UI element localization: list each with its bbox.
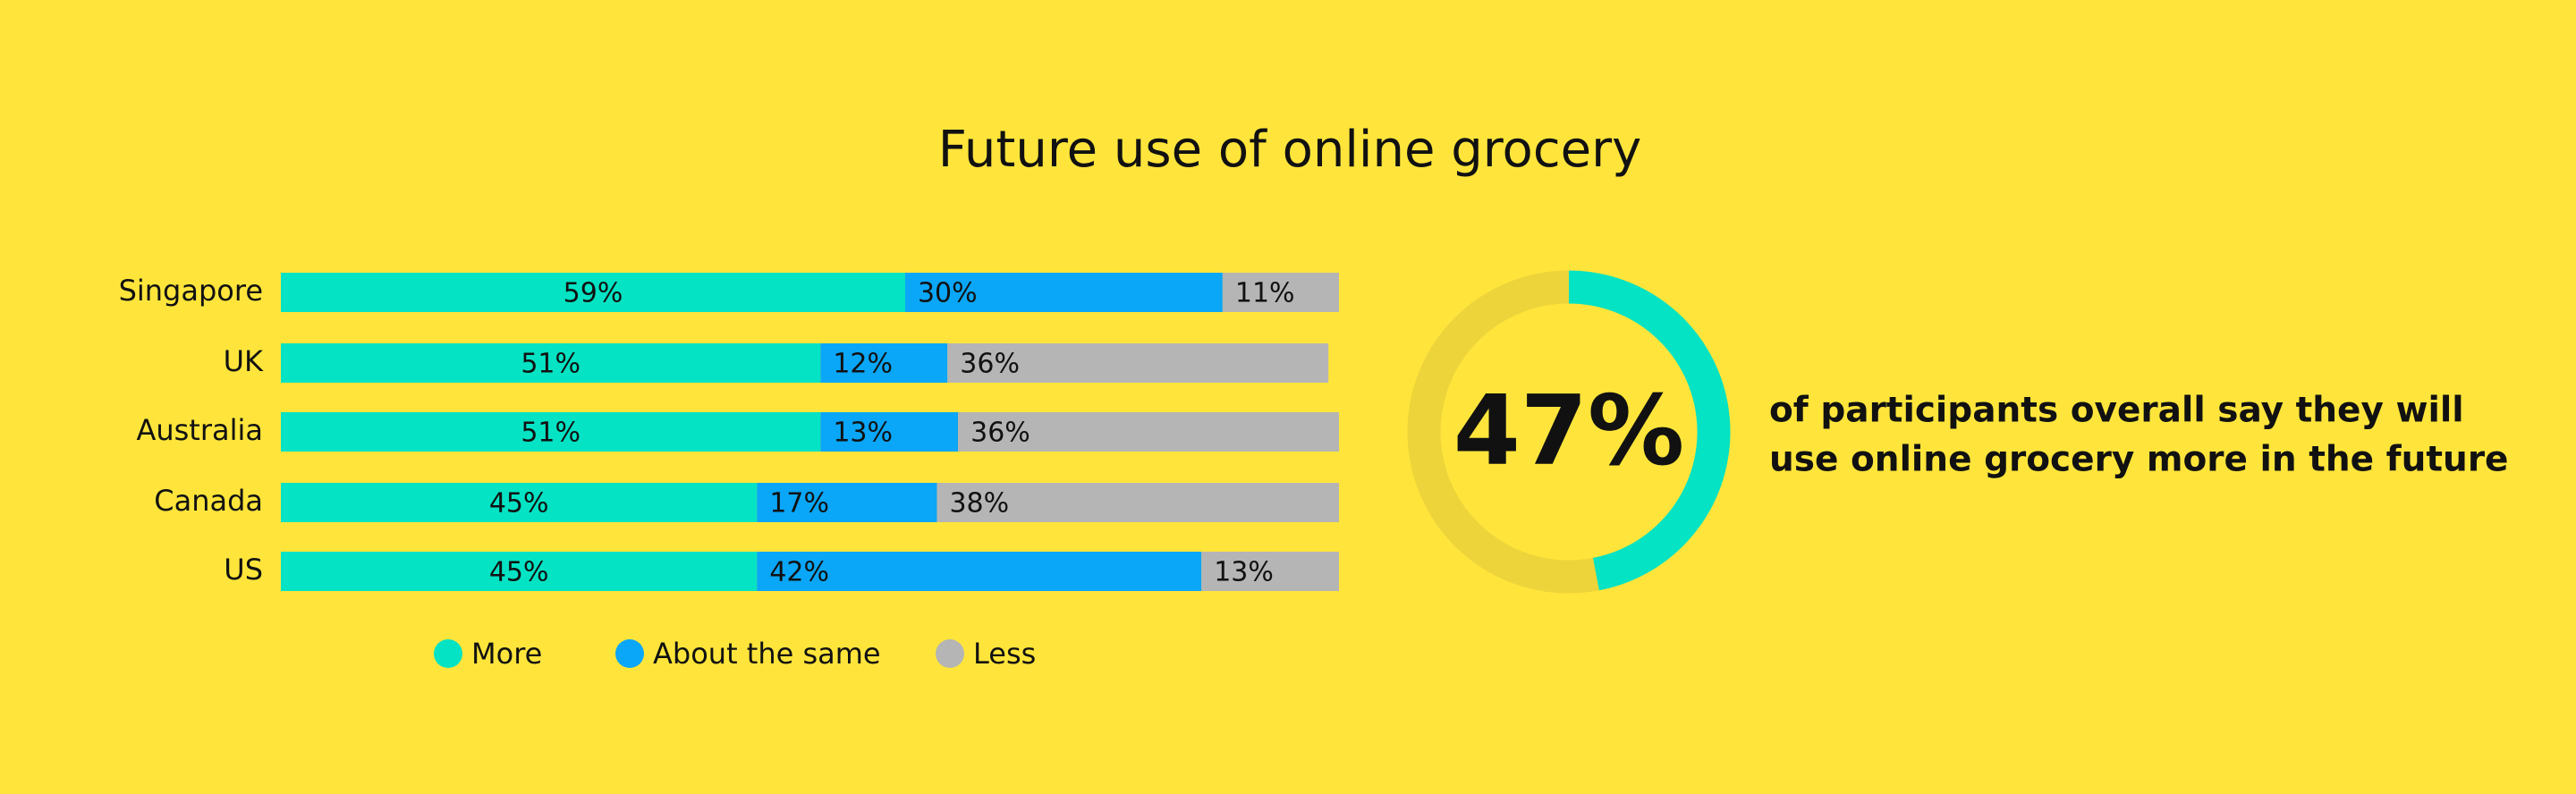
value-label: 51%	[521, 349, 580, 380]
value-label: 36%	[970, 418, 1030, 449]
value-label: 30%	[918, 278, 978, 309]
value-label: 13%	[833, 418, 893, 449]
bar-segment	[281, 343, 821, 383]
value-label: 17%	[769, 488, 829, 519]
bar-segment	[947, 343, 1329, 383]
bar-segment	[281, 412, 821, 452]
value-label: 45%	[489, 488, 549, 519]
bar-segment	[904, 273, 1223, 312]
bar-segment	[281, 483, 758, 522]
annotation: use online grocery more in the future	[1769, 440, 2509, 480]
category-label: UK	[224, 344, 264, 378]
value-label: 36%	[960, 349, 1020, 380]
bar-segment	[936, 483, 1339, 522]
donut-segment	[1407, 270, 1599, 594]
value-label: 38%	[949, 488, 1009, 519]
legend-label: More	[471, 637, 542, 671]
bar-segment	[1201, 552, 1339, 591]
value-label: 59%	[564, 278, 623, 309]
category-label: Australia	[136, 413, 263, 447]
donut-center-label: 47%	[1453, 376, 1685, 487]
donut-segment	[1568, 270, 1731, 591]
value-label: 45%	[489, 557, 549, 588]
value-label: 13%	[1214, 557, 1274, 588]
bar-segment	[820, 412, 959, 452]
bar-segment	[958, 412, 1339, 452]
bar-segment	[820, 343, 948, 383]
value-label: 42%	[769, 557, 829, 588]
legend-label: Less	[973, 637, 1036, 671]
bar-segment	[281, 273, 905, 312]
chart-title: Future use of online grocery	[938, 121, 1641, 179]
value-label: 51%	[521, 418, 580, 449]
bar-segment	[1222, 273, 1339, 312]
category-label: US	[224, 553, 263, 587]
bar-segment	[757, 483, 937, 522]
value-label: 11%	[1235, 278, 1295, 309]
category-label: Singapore	[119, 274, 263, 308]
legend-marker	[936, 639, 964, 668]
value-label: 12%	[833, 349, 893, 380]
annotation: of participants overall say they will	[1769, 391, 2464, 431]
bar-segment	[757, 552, 1202, 591]
legend-marker	[434, 639, 462, 668]
legend-marker	[615, 639, 644, 668]
legend-label: About the same	[653, 637, 881, 671]
bar-segment	[281, 552, 758, 591]
category-label: Canada	[154, 484, 263, 518]
